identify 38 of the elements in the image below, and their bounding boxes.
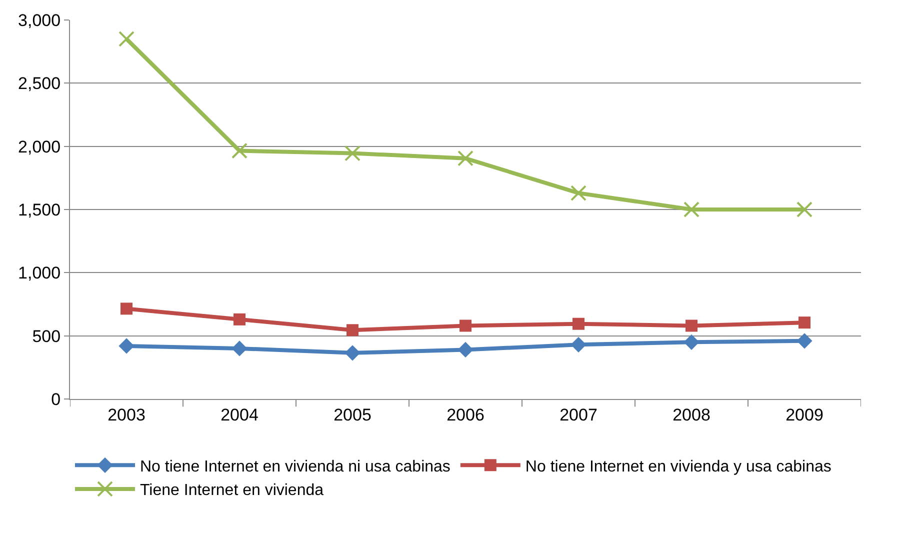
point <box>796 333 812 349</box>
point <box>570 336 586 352</box>
legend-label: Tiene Internet en vivienda <box>140 482 324 500</box>
point <box>118 338 134 354</box>
y-tick-label: 2,000 <box>18 137 61 156</box>
point <box>344 345 360 361</box>
x-tick-label: 2009 <box>786 405 824 424</box>
y-tick-label: 2,500 <box>18 74 61 94</box>
legend-label: No tiene Internet en vivienda ni usa cabinas <box>140 458 450 476</box>
point <box>234 313 246 326</box>
point <box>798 316 810 329</box>
y-tick-label: 1,000 <box>18 264 61 283</box>
point <box>570 185 586 202</box>
point <box>458 342 474 358</box>
y-tick-label: 1,500 <box>18 200 61 220</box>
x-tick-label: 2006 <box>446 405 484 424</box>
point <box>684 334 700 350</box>
x-tick-label: 2004 <box>220 405 258 424</box>
point <box>572 318 584 330</box>
point <box>344 145 360 162</box>
point <box>346 324 358 336</box>
point <box>120 302 132 315</box>
point <box>458 150 474 166</box>
y-tick-label: 0 <box>51 390 61 409</box>
x-tick-label: 2005 <box>334 405 372 424</box>
legend-label: No tiene Internet en vivienda y usa cabinas <box>525 458 832 476</box>
point <box>232 142 248 159</box>
point <box>796 202 812 218</box>
y-tick-label: 500 <box>32 326 61 346</box>
point <box>232 340 248 356</box>
point <box>460 320 472 332</box>
y-tick-label: 3,000 <box>18 10 61 30</box>
point <box>684 202 700 218</box>
point <box>118 30 134 47</box>
point <box>686 320 698 332</box>
x-tick-label: 2008 <box>672 405 710 424</box>
x-tick-label: 2007 <box>560 405 598 424</box>
x-tick-label: 2003 <box>108 405 146 424</box>
